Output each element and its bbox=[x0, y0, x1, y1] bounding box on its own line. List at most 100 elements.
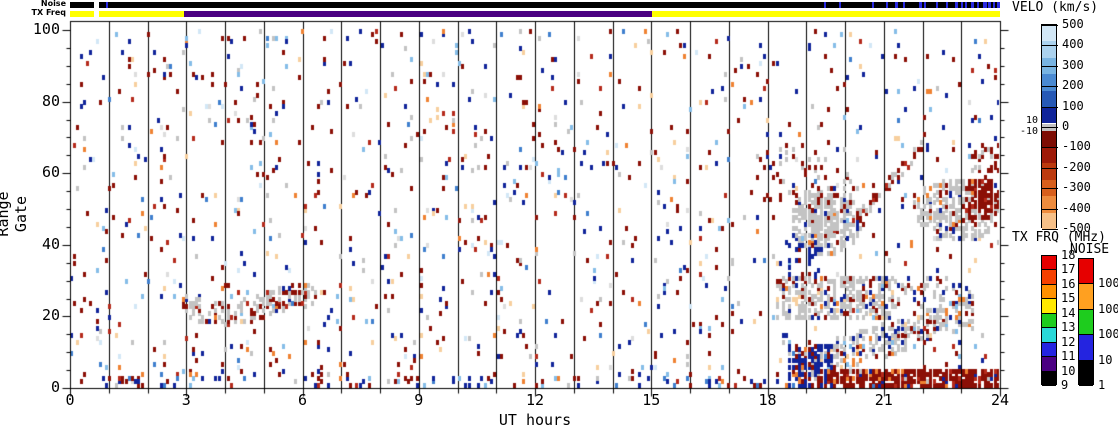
y-tick-label: 0 bbox=[50, 378, 60, 396]
txfrq-block bbox=[1042, 313, 1056, 329]
velo-block bbox=[1042, 163, 1056, 180]
txfrq-tick-label: 15 bbox=[1061, 291, 1076, 306]
velo-block bbox=[1042, 41, 1056, 58]
txfrq-tick-label: 9 bbox=[1061, 378, 1069, 392]
txfrq-block bbox=[1042, 256, 1056, 271]
noise-strip-segment bbox=[70, 2, 95, 8]
txfreq-strip-segment bbox=[98, 11, 185, 17]
txfrq-colorbar-title: TX FRQ (MHz) bbox=[1012, 230, 1106, 245]
velo-block bbox=[1042, 196, 1056, 213]
noise-strip-tick bbox=[993, 2, 996, 8]
velo-block bbox=[1042, 179, 1056, 197]
velo-colorbar bbox=[1041, 24, 1058, 230]
x-tick-label: 6 bbox=[297, 391, 308, 409]
y-tick-label: 20 bbox=[41, 306, 60, 325]
noise-strip-tick bbox=[982, 2, 987, 8]
noise-strip-tick bbox=[872, 2, 875, 8]
velo-tick-line bbox=[1042, 65, 1058, 67]
txfrq-block bbox=[1042, 270, 1056, 285]
noise-strip-tick bbox=[903, 2, 906, 8]
velo-gray-band bbox=[1042, 123, 1056, 127]
txfrq-tick-label: 10 bbox=[1061, 363, 1076, 378]
txfreq-strip-label: TX Freq bbox=[31, 8, 66, 17]
noise-tick-label: 100 bbox=[1098, 327, 1118, 342]
txfreq-strip-segment bbox=[70, 11, 95, 17]
noise-strip-tick bbox=[961, 2, 964, 8]
velo-tick-label: 0 bbox=[1062, 119, 1070, 133]
noise-strip-tick bbox=[988, 2, 992, 8]
noise-strip-tick bbox=[955, 2, 959, 8]
txfreq-strip-segment bbox=[184, 11, 653, 17]
velo-tick-label: -300 bbox=[1062, 180, 1091, 195]
txfrq-colorbar bbox=[1041, 255, 1057, 386]
noise-strip-tick bbox=[997, 2, 1001, 8]
txfreq-status-strip bbox=[70, 11, 1001, 17]
noise-strip-tick bbox=[823, 2, 826, 8]
noise-block bbox=[1079, 284, 1093, 310]
velo-tick-line bbox=[1042, 147, 1058, 149]
noise-tick-label: 1 bbox=[1098, 378, 1106, 392]
txfrq-tick-label: 13 bbox=[1061, 320, 1076, 335]
noise-strip-tick bbox=[945, 2, 948, 8]
txfrq-tick-label: 17 bbox=[1061, 262, 1076, 277]
velo-tick-label: 200 bbox=[1062, 78, 1084, 93]
velo-tick-line bbox=[1042, 208, 1058, 210]
txfrq-block bbox=[1042, 299, 1056, 314]
txfreq-strip-segment bbox=[94, 11, 99, 17]
x-tick-label: 21 bbox=[874, 391, 893, 409]
velo-block bbox=[1042, 25, 1056, 42]
noise-status-strip bbox=[70, 2, 1001, 8]
velo-block bbox=[1042, 146, 1056, 164]
txfrq-block bbox=[1042, 284, 1056, 300]
noise-strip-tick bbox=[885, 2, 888, 8]
txfrq-block bbox=[1042, 357, 1056, 372]
velo-gray-band bbox=[1042, 127, 1056, 131]
velo-tick-label: 400 bbox=[1062, 37, 1084, 52]
x-tick-label: 0 bbox=[65, 391, 75, 409]
noise-block bbox=[1079, 335, 1093, 361]
txfrq-block bbox=[1042, 328, 1056, 343]
txfrq-tick-label: 11 bbox=[1061, 349, 1076, 364]
noise-strip-label: Noise bbox=[40, 0, 66, 8]
y-tick-label: 40 bbox=[41, 234, 60, 253]
txfrq-block bbox=[1042, 342, 1056, 358]
velo-tick-label: 500 bbox=[1062, 17, 1084, 31]
velo-side-label: -10 bbox=[1019, 126, 1038, 137]
velo-tick-line bbox=[1042, 188, 1058, 190]
noise-block bbox=[1079, 360, 1093, 386]
noise-strip-tick bbox=[918, 2, 922, 8]
txfrq-tick-label: 14 bbox=[1061, 305, 1076, 320]
y-tick-label: 80 bbox=[41, 91, 60, 110]
noise-strip-segment bbox=[94, 2, 99, 8]
noise-tick-label: 10000 bbox=[1098, 276, 1118, 291]
velo-tick-line bbox=[1042, 106, 1058, 108]
velo-tick-line bbox=[1042, 45, 1058, 47]
txfreq-strip-segment bbox=[652, 11, 1000, 17]
noise-block bbox=[1079, 259, 1093, 285]
txfrq-tick-label: 18 bbox=[1061, 248, 1076, 262]
velo-colorbar-title: VELO (km/s) bbox=[1012, 0, 1099, 15]
noise-colorbar-title: NOISE bbox=[1070, 242, 1110, 257]
x-tick-label: 9 bbox=[414, 391, 424, 409]
noise-strip-tick bbox=[936, 2, 939, 8]
velo-tick-label: -200 bbox=[1062, 159, 1091, 174]
noise-strip-tick bbox=[976, 2, 979, 8]
velo-block bbox=[1042, 90, 1056, 108]
noise-colorbar bbox=[1078, 258, 1094, 386]
x-tick-label: 18 bbox=[758, 391, 777, 409]
x-axis-title: UT hours bbox=[498, 411, 572, 429]
velo-block bbox=[1042, 74, 1056, 91]
velo-tick-line bbox=[1042, 229, 1058, 230]
noise-strip-tick bbox=[970, 2, 974, 8]
y-tick-label: 60 bbox=[41, 163, 60, 182]
velo-side-label: 10 bbox=[1025, 115, 1038, 126]
velo-block bbox=[1042, 130, 1056, 147]
noise-tick-label: 10 bbox=[1098, 352, 1113, 367]
noise-strip-segment bbox=[98, 2, 1000, 8]
txfrq-tick-label: 12 bbox=[1061, 334, 1076, 349]
velo-tick-label: -500 bbox=[1062, 221, 1091, 235]
velo-tick-line bbox=[1042, 86, 1058, 88]
txfrq-tick-label: 16 bbox=[1061, 276, 1076, 291]
